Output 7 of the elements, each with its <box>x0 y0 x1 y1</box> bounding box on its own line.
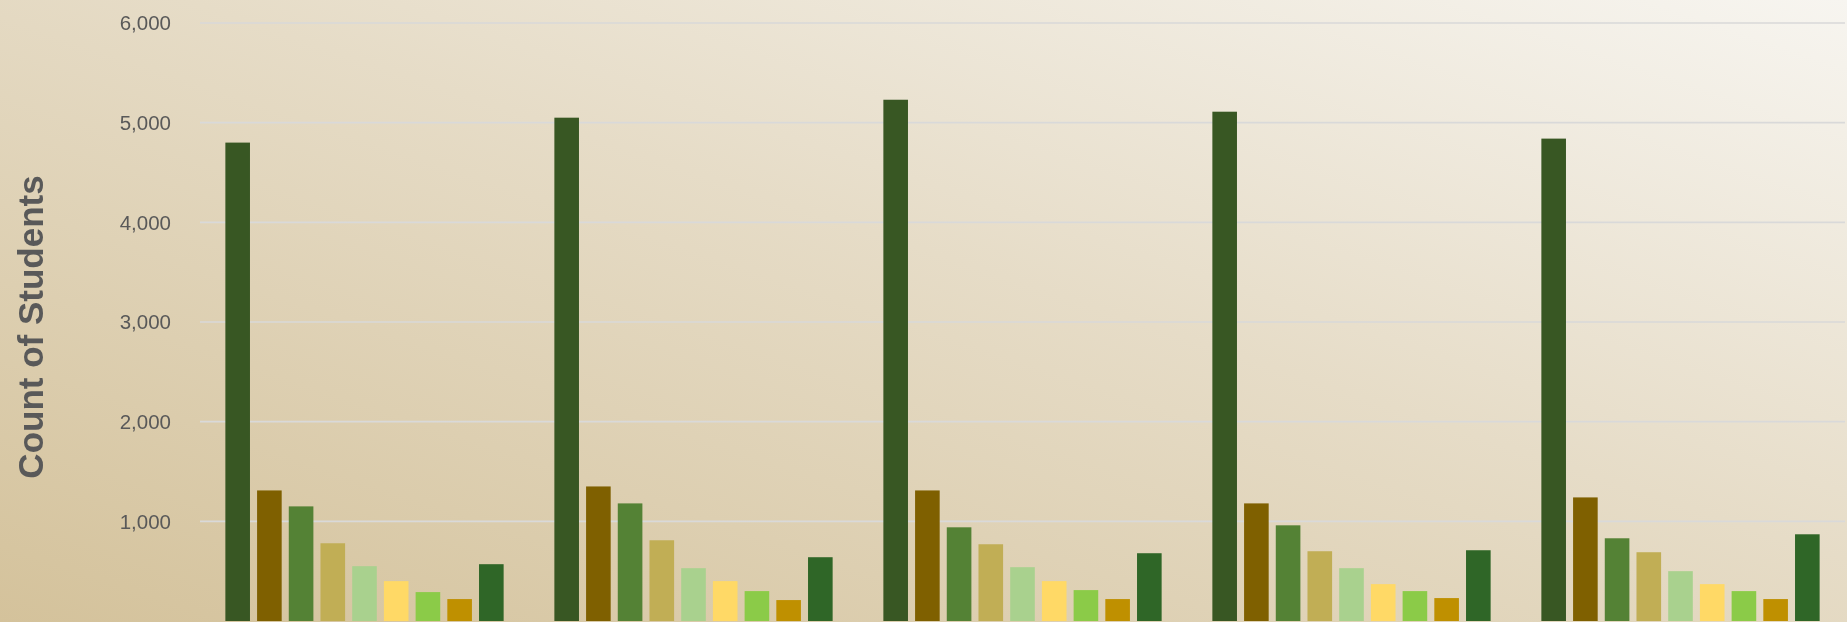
y-tick-label: 3,000 <box>119 310 171 334</box>
y-axis-title: Count of Students <box>11 175 50 479</box>
y-tick-label: 2,000 <box>119 409 171 433</box>
y-tick-label: 6,000 <box>119 11 171 35</box>
y-tick-label: 4,000 <box>119 210 171 234</box>
y-tick-label: 1,000 <box>119 509 171 533</box>
y-tick-label: 5,000 <box>119 110 171 134</box>
